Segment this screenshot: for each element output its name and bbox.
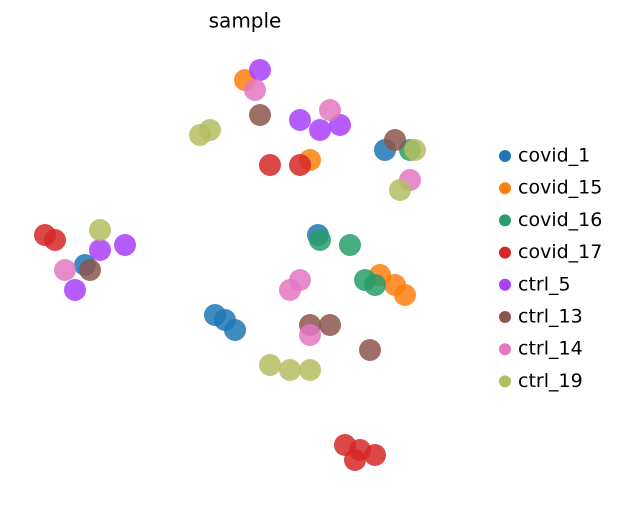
legend-label: ctrl_5 [518, 273, 571, 295]
point [279, 359, 301, 381]
point [249, 104, 271, 126]
point [204, 304, 226, 326]
point [404, 139, 426, 161]
point [54, 259, 76, 281]
point [389, 179, 411, 201]
point [259, 154, 281, 176]
legend-marker [499, 182, 511, 195]
point [299, 324, 321, 346]
point [319, 314, 341, 336]
point [289, 154, 311, 176]
legend-label: covid_17 [518, 241, 602, 263]
legend-label: ctrl_14 [518, 338, 583, 360]
point [289, 109, 311, 131]
point [339, 234, 361, 256]
chart-title: sample [209, 9, 282, 33]
legend-label: covid_15 [518, 177, 602, 199]
point [44, 229, 66, 251]
point [64, 279, 86, 301]
point [289, 269, 311, 291]
legend-marker [499, 246, 511, 259]
point [259, 354, 281, 376]
point [89, 219, 111, 241]
legend-marker [499, 278, 511, 291]
point [344, 449, 366, 471]
legend-label: covid_16 [518, 209, 602, 231]
point [364, 444, 386, 466]
legend-marker [499, 214, 511, 227]
point [319, 99, 341, 121]
legend-label: ctrl_19 [518, 370, 583, 392]
point [244, 79, 266, 101]
legend-marker [499, 311, 511, 323]
point [394, 284, 416, 306]
point [309, 119, 331, 141]
point [224, 319, 246, 341]
point [189, 124, 211, 146]
legend-marker [499, 375, 511, 388]
point [79, 259, 101, 281]
legend-label: covid_1 [518, 145, 590, 167]
legend-label: ctrl_13 [518, 306, 583, 328]
point [309, 229, 331, 251]
point [114, 234, 136, 256]
point [384, 129, 406, 151]
legend-marker [499, 343, 511, 356]
point [354, 269, 376, 291]
legend-marker [499, 150, 511, 162]
point [249, 59, 271, 81]
point [359, 339, 381, 361]
point [89, 239, 111, 261]
point [299, 359, 321, 381]
